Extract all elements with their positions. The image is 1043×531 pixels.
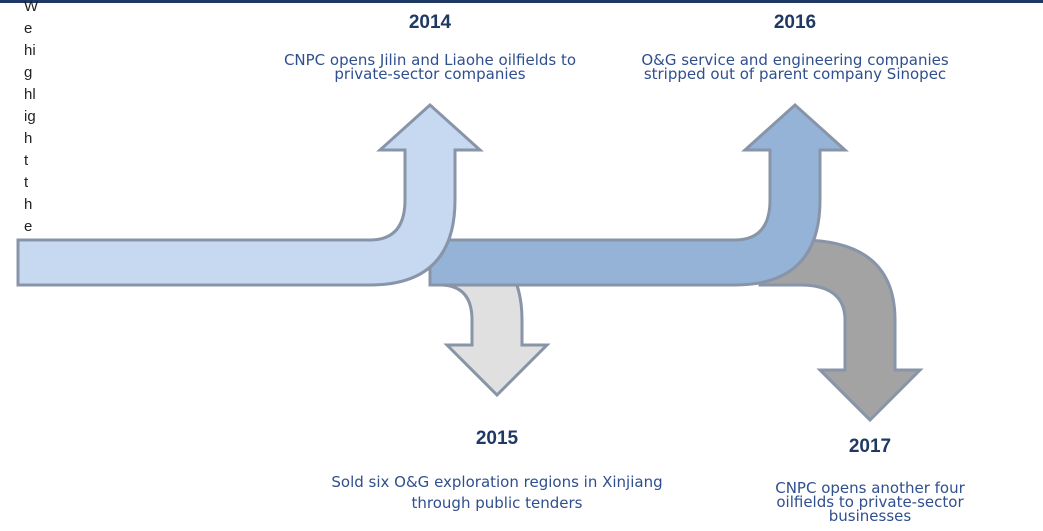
side-text: We highlight the [24,0,39,235]
year: 2017 [848,436,892,457]
arrow-2014 [16,102,484,287]
event-description: CNPC opens another four oilfields to pri… [775,479,965,525]
year: 2016 [773,12,817,33]
event-description: Sold six O&G exploration regions in Xinj… [331,473,663,512]
top-rule [0,0,1043,3]
arrow-2017 [758,238,924,423]
year: 2015 [475,428,519,449]
arrow-2016 [428,102,849,287]
event-description: CNPC opens Jilin and Liaohe oilfields to… [283,51,577,83]
event-description: O&G service and engineering companies st… [641,51,949,83]
year: 2014 [408,12,452,33]
